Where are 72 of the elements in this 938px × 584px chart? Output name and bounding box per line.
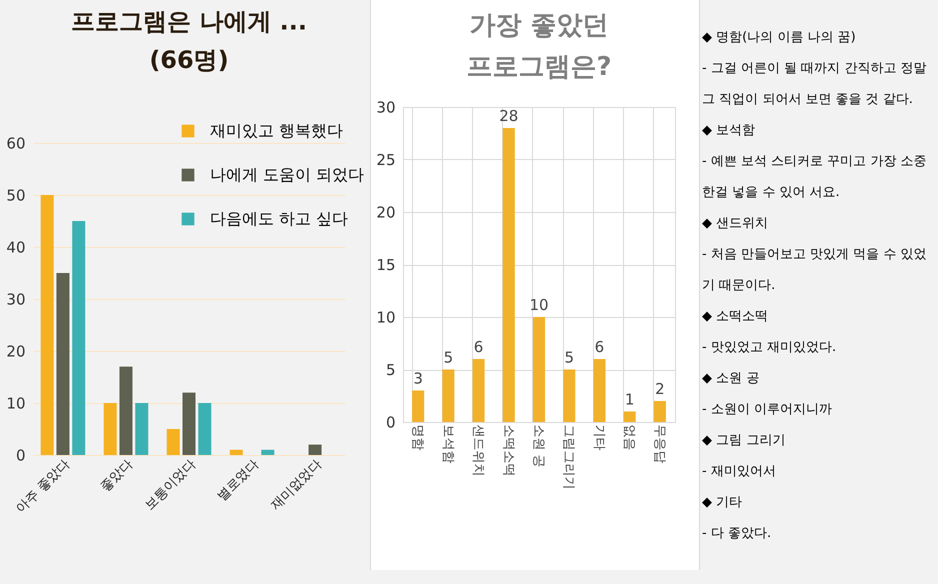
y-tick-label: 20 (6, 342, 26, 360)
text: - 소원이 이루어지니까 (701, 401, 833, 419)
text: - 맛있었고 재미있었다. (701, 339, 838, 357)
y-tick-label: 30 (6, 290, 26, 308)
y-tick-label: 10 (6, 394, 26, 412)
x-tick-label: 샌드위치 (470, 424, 486, 476)
data-label: 2 (655, 380, 665, 398)
chart-title: 가장 좋았던 프로그램은? (466, 10, 612, 82)
data-label: 10 (529, 296, 549, 314)
bar (198, 403, 212, 455)
y-tick-label: 15 (376, 256, 396, 274)
x-tick-label: 무응답 (652, 424, 667, 464)
text: ◆ 소원 공 (701, 370, 760, 388)
bar (230, 450, 243, 455)
text: - 다 좋았다. (701, 525, 772, 543)
text: - 재미있어서 (701, 463, 777, 481)
data-label: 5 (564, 348, 574, 366)
y-tick-label: 10 (376, 308, 396, 326)
bar (135, 403, 148, 455)
bar (40, 195, 54, 455)
chart-title: 프로그램은 나에게 ... (66명) (70, 8, 308, 74)
y-tick-label: 60 (6, 134, 26, 152)
bar (563, 370, 576, 422)
y-tick-label: 30 (376, 98, 396, 116)
bar (442, 370, 454, 422)
bar (119, 366, 132, 455)
bar (182, 392, 196, 455)
data-label: 5 (444, 348, 454, 366)
bar (166, 429, 180, 455)
y-tick-label: 40 (6, 238, 26, 256)
x-tick-label: 그림그리기 (561, 424, 576, 490)
text: ◆ 소떡소떡 (701, 308, 770, 326)
legend-label: 나에게 도움이 되었다 (210, 165, 364, 184)
bar (654, 401, 666, 422)
y-tick-label: 20 (376, 204, 396, 222)
data-label: 3 (413, 370, 423, 388)
text: ◆ 그림 그리기 (701, 432, 786, 450)
text: - 그걸 어른이 될 때까지 간직하고 정말 그 직업이 되어서 보면 좋을 것 같다. (702, 61, 926, 107)
bar (104, 403, 117, 455)
bar (56, 273, 70, 455)
data-label: 6 (474, 338, 484, 356)
legend-label: 재미있고 행복했다 (210, 121, 344, 140)
x-tick-label: 보석함 (440, 424, 456, 464)
x-tick-label: 기타 (591, 424, 606, 450)
text: - 처음 만들어보고 맛있게 먹을 수 있었기 때문이다. (702, 247, 926, 293)
bar (624, 412, 636, 422)
bar (261, 450, 274, 455)
bar (72, 221, 86, 455)
data-label: 6 (594, 338, 604, 356)
data-label: 28 (499, 107, 518, 125)
y-tick-label: 25 (376, 151, 396, 169)
y-tick-label: 0 (386, 414, 396, 432)
bar (472, 359, 485, 422)
y-tick-label: 0 (16, 446, 26, 464)
bar (412, 390, 424, 422)
text: ◆ 기타 (701, 494, 744, 512)
y-tick-label: 50 (6, 186, 26, 204)
x-tick-label: 소원 공 (531, 424, 546, 468)
x-tick-label: 소떡소떡 (500, 424, 516, 476)
text: - 예쁜 보석 스티커로 꾸미고 가장 소중한걸 넣을 수 있어 서요. (702, 154, 926, 200)
x-tick-label: 없음 (622, 424, 637, 450)
text: ◆ 샌드위치 (701, 215, 770, 233)
x-tick-label: 명함 (410, 424, 426, 450)
legend-label: 다음에도 하고 싶다 (210, 209, 348, 228)
text: ◆ 보석함 (701, 122, 756, 140)
y-tick-label: 5 (386, 361, 396, 379)
data-label: 1 (624, 390, 634, 408)
text: ◆ 명함(나의 이름 나의 꿈) (701, 29, 857, 47)
bar (502, 128, 515, 422)
bar (593, 359, 606, 422)
bar (308, 444, 322, 455)
bar (532, 317, 546, 422)
